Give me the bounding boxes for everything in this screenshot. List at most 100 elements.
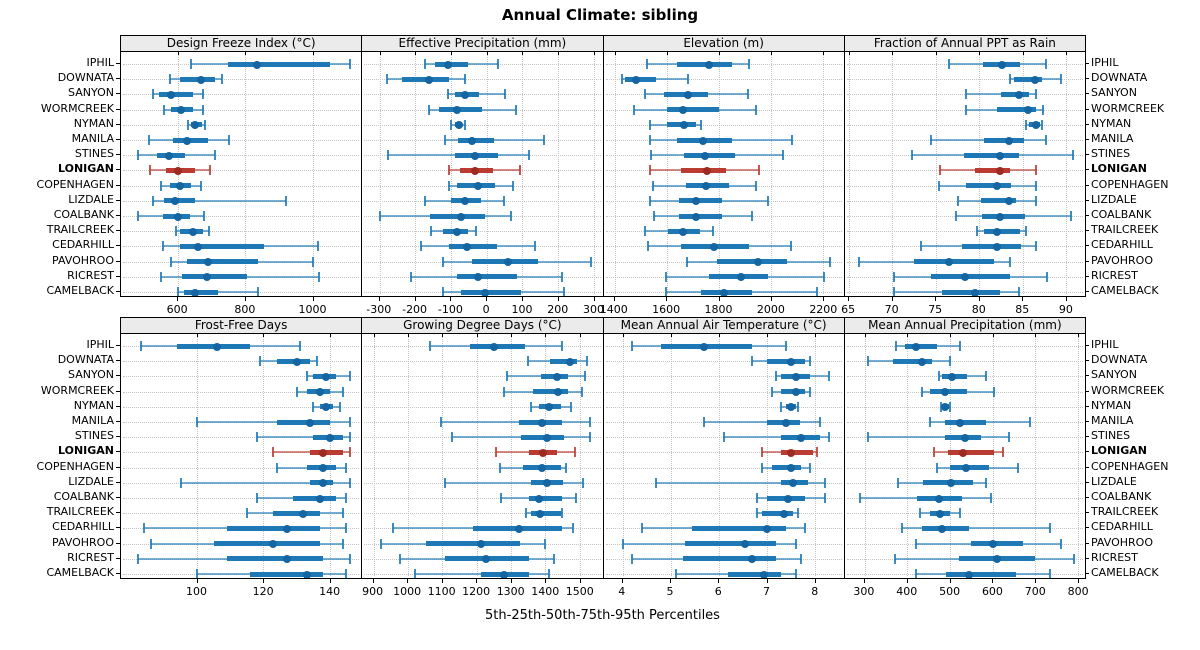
axis-tick-bottom bbox=[414, 297, 416, 301]
whisker-cap-high bbox=[348, 553, 351, 564]
whisker-cap-high bbox=[533, 241, 536, 252]
whisker-cap-low bbox=[161, 241, 164, 252]
axis-tick-bottom bbox=[718, 297, 720, 301]
iqr-bar bbox=[228, 61, 330, 67]
median-dot bbox=[691, 197, 700, 206]
whisker-cap-low bbox=[665, 271, 668, 282]
whisker-cap-high bbox=[1059, 74, 1062, 85]
whisker-cap-low bbox=[910, 150, 913, 161]
axis-tick-label: 85 bbox=[1015, 303, 1030, 316]
row-tick-left bbox=[116, 557, 120, 559]
whisker-cap-high bbox=[823, 477, 826, 488]
whisker-cap-low bbox=[398, 553, 401, 564]
axis-tick-top bbox=[950, 334, 952, 337]
grid-line-horizontal bbox=[605, 361, 842, 363]
whisker-cap-high bbox=[1070, 211, 1073, 221]
whisker-cap-low bbox=[935, 462, 938, 473]
iqr-bar bbox=[728, 571, 782, 577]
iqr-bar bbox=[530, 510, 561, 516]
grid-line-horizontal bbox=[364, 361, 601, 363]
axis-tick-top bbox=[486, 52, 488, 55]
axis-tick-top bbox=[379, 52, 381, 55]
whisker-cap-low bbox=[937, 371, 940, 382]
whisker-cap-low bbox=[893, 287, 896, 296]
grid-line-vertical bbox=[766, 336, 768, 576]
whisker-cap-low bbox=[420, 241, 423, 252]
whisker-cap-low bbox=[139, 341, 142, 351]
whisker-cap-low bbox=[196, 569, 199, 578]
row-tick-left bbox=[116, 436, 120, 438]
grid-line-horizontal bbox=[846, 109, 1083, 111]
axis-tick-label: 1100 bbox=[427, 585, 456, 598]
iqr-bar bbox=[429, 213, 485, 219]
whisker-cap-low bbox=[761, 447, 764, 458]
grid-line-horizontal bbox=[846, 346, 1083, 347]
row-tick-left bbox=[116, 215, 120, 216]
grid-line-horizontal bbox=[605, 124, 842, 126]
axis-tick-label: 1000 bbox=[298, 303, 327, 316]
row-tick-left bbox=[116, 390, 120, 392]
median-dot bbox=[944, 258, 953, 267]
median-dot bbox=[196, 75, 205, 84]
row-tick-left bbox=[116, 291, 120, 292]
panel-strip-title: Design Freeze Index (°C) bbox=[166, 36, 316, 50]
station-label-left: CEDARHILL bbox=[52, 238, 114, 252]
station-label-left: COPENHAGEN bbox=[36, 459, 114, 473]
axis-tick-label: 0 bbox=[482, 303, 490, 316]
panel-strip-title: Effective Precipitation (mm) bbox=[398, 36, 567, 50]
whisker-cap-low bbox=[175, 226, 178, 237]
row-tick-left bbox=[116, 169, 120, 171]
whisker-cap-high bbox=[518, 165, 521, 176]
whisker-cap-low bbox=[529, 401, 532, 412]
grid-line-vertical bbox=[814, 336, 816, 576]
median-dot bbox=[760, 570, 769, 578]
panel-strip-title: Frost-Free Days bbox=[194, 318, 288, 332]
whisker-cap-low bbox=[136, 211, 139, 221]
axis-tick-bottom bbox=[557, 297, 559, 301]
axis-tick-top bbox=[415, 52, 417, 55]
median-dot bbox=[191, 288, 200, 296]
median-dot bbox=[947, 479, 955, 488]
row-tick-right bbox=[1085, 573, 1089, 574]
whisker-cap-low bbox=[780, 401, 783, 412]
median-dot bbox=[253, 60, 262, 69]
iqr-bar bbox=[520, 434, 564, 440]
median-dot bbox=[700, 342, 709, 351]
grid-line-vertical bbox=[379, 54, 381, 294]
whisker-cap-high bbox=[560, 341, 563, 351]
grid-line-vertical bbox=[849, 54, 851, 294]
row-tick-left bbox=[116, 275, 120, 277]
whisker-cap-low bbox=[259, 356, 262, 367]
whisker-cap-high bbox=[815, 287, 818, 296]
grid-line-vertical bbox=[511, 336, 513, 576]
median-dot bbox=[948, 372, 957, 381]
median-dot bbox=[679, 106, 688, 115]
grid-line-horizontal bbox=[123, 231, 360, 233]
grid-line-horizontal bbox=[123, 216, 360, 217]
whisker-cap-low bbox=[965, 104, 968, 115]
row-tick-right bbox=[1085, 78, 1089, 80]
whisker-cap-low bbox=[644, 226, 647, 237]
whisker-cap-high bbox=[348, 371, 351, 382]
axis-tick-top bbox=[197, 334, 199, 337]
axis-tick-label: 120 bbox=[252, 585, 274, 598]
grid-line-horizontal bbox=[123, 513, 360, 515]
median-dot bbox=[553, 372, 562, 381]
median-dot bbox=[176, 106, 185, 115]
whisker-cap-high bbox=[754, 180, 757, 191]
station-label-left: CAMELBACK bbox=[46, 284, 114, 297]
median-dot bbox=[762, 524, 771, 533]
median-dot bbox=[992, 227, 1001, 236]
axis-tick-top bbox=[979, 52, 981, 55]
row-tick-left bbox=[116, 481, 120, 483]
row-tick-left bbox=[116, 260, 120, 262]
whisker-cap-low bbox=[901, 523, 904, 534]
station-label-left: DOWNATA bbox=[57, 71, 114, 85]
median-dot bbox=[462, 242, 471, 251]
whisker-cap-low bbox=[939, 165, 942, 176]
whisker-cap-low bbox=[703, 417, 706, 427]
axis-tick-bottom bbox=[450, 297, 452, 301]
median-dot bbox=[204, 258, 213, 267]
whisker-cap-high bbox=[984, 371, 987, 382]
row-tick-right bbox=[1085, 345, 1089, 346]
